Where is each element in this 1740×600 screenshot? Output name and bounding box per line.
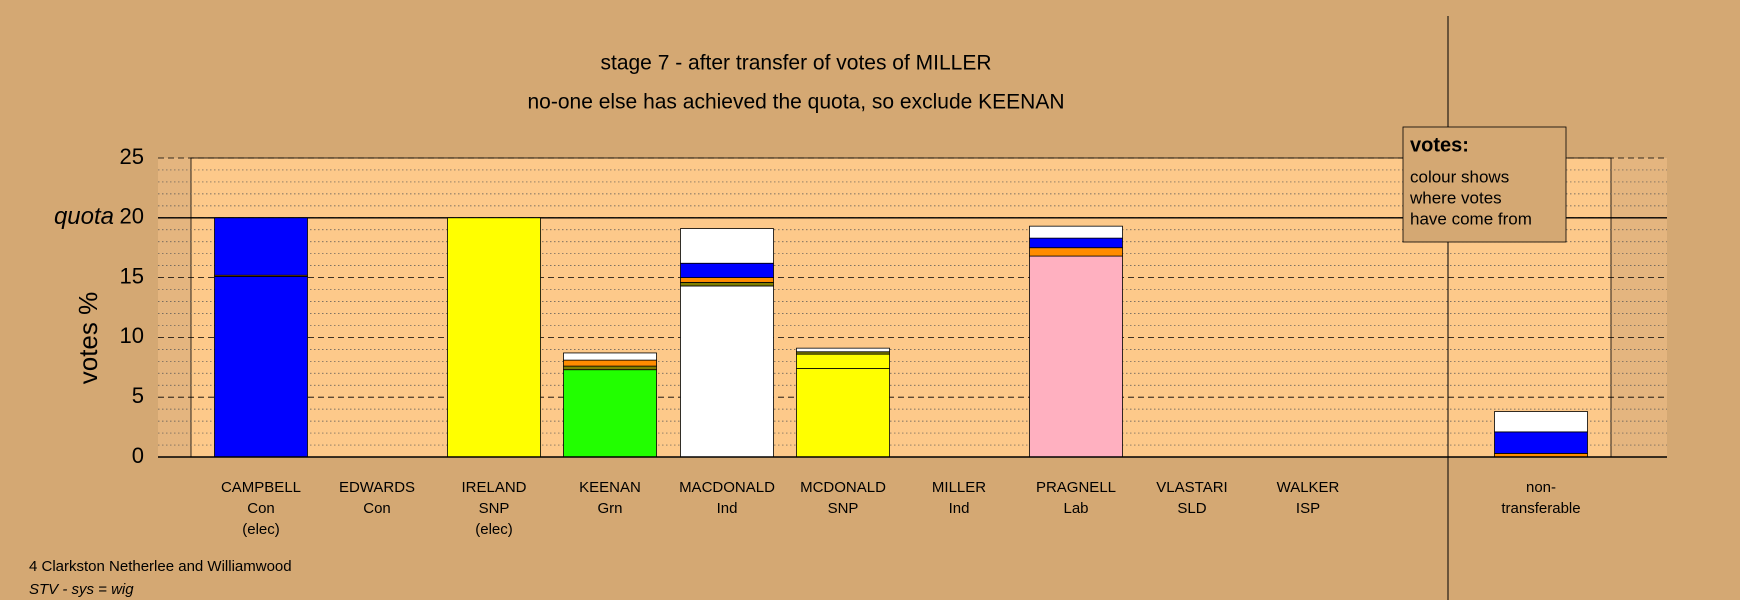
quota-label: quota — [54, 203, 114, 230]
x-tick-label: transferable — [1501, 500, 1580, 517]
bar-segment — [1029, 255, 1123, 458]
x-tick-label: Lab — [1063, 500, 1088, 517]
x-tick-label: Con — [363, 500, 391, 517]
bar-segment — [680, 285, 774, 458]
legend: votes: colour shows where votes have com… — [1402, 126, 1567, 243]
x-tick-label: VLASTARI — [1156, 479, 1227, 496]
y-tick-label: 25 — [120, 144, 144, 169]
x-tick-label: Con — [247, 500, 275, 517]
bar-segment — [796, 347, 890, 353]
footer-text: STV - sys = wig — [29, 581, 134, 598]
plot-frame — [190, 157, 1612, 458]
bar-segment — [1494, 411, 1588, 433]
x-tick-label: ISP — [1296, 500, 1320, 517]
bar-segment — [680, 262, 774, 278]
bar-segment — [1029, 237, 1123, 249]
bar-segment — [1494, 431, 1588, 454]
bar-segment — [680, 228, 774, 264]
x-tick-label: PRAGNELL — [1036, 479, 1116, 496]
x-tick-label: MILLER — [932, 479, 986, 496]
bar-segment — [214, 276, 308, 458]
legend-title: votes: — [1410, 134, 1469, 156]
x-tick-label: WALKER — [1277, 479, 1340, 496]
x-tick-label: non- — [1526, 479, 1556, 496]
y-tick-label: 5 — [132, 383, 144, 408]
bar-segment — [680, 281, 774, 287]
x-tick-label: MACDONALD — [679, 479, 775, 496]
y-tick-label: 0 — [132, 443, 144, 468]
legend-text: have come from — [1410, 209, 1532, 228]
x-tick-label: Grn — [597, 500, 622, 517]
bar-segment — [563, 365, 657, 371]
y-tick-label: 20 — [120, 204, 144, 229]
x-tick-label: CAMPBELL — [221, 479, 301, 496]
y-axis-label: votes % — [73, 292, 103, 385]
x-tick-label: IRELAND — [461, 479, 526, 496]
y-tick-label: 10 — [120, 323, 144, 348]
bar-segment — [796, 368, 890, 458]
bar-segment — [1029, 225, 1123, 239]
footer-text: 4 Clarkston Netherlee and Williamwood — [29, 558, 292, 575]
legend-text: colour shows — [1410, 167, 1509, 186]
bar-segment — [563, 359, 657, 367]
x-tick-label: SNP — [479, 500, 510, 517]
x-tick-label: SNP — [828, 500, 859, 517]
x-tick-label: EDWARDS — [339, 479, 415, 496]
chart-title: stage 7 - after transfer of votes of MIL… — [600, 52, 991, 75]
x-tick-label: Ind — [717, 500, 738, 517]
bar-segment — [680, 277, 774, 283]
bars — [214, 217, 1588, 458]
bar-segment — [1029, 247, 1123, 257]
bar-segment — [563, 352, 657, 361]
legend-text: where votes — [1409, 188, 1502, 207]
x-tick-label: KEENAN — [579, 479, 641, 496]
y-tick-label: 15 — [120, 263, 144, 288]
bar-segment — [796, 353, 890, 369]
x-tick-label: Ind — [949, 500, 970, 517]
bar-segment — [214, 217, 308, 276]
x-tick-label: SLD — [1177, 500, 1206, 517]
x-tick-label: MCDONALD — [800, 479, 886, 496]
x-tick-label: (elec) — [475, 521, 513, 538]
chart-subtitle: no-one else has achieved the quota, so e… — [527, 91, 1064, 114]
legend-box — [1402, 126, 1567, 243]
bar-segment — [563, 369, 657, 458]
x-tick-label: (elec) — [242, 521, 280, 538]
bar-segment — [447, 217, 541, 458]
